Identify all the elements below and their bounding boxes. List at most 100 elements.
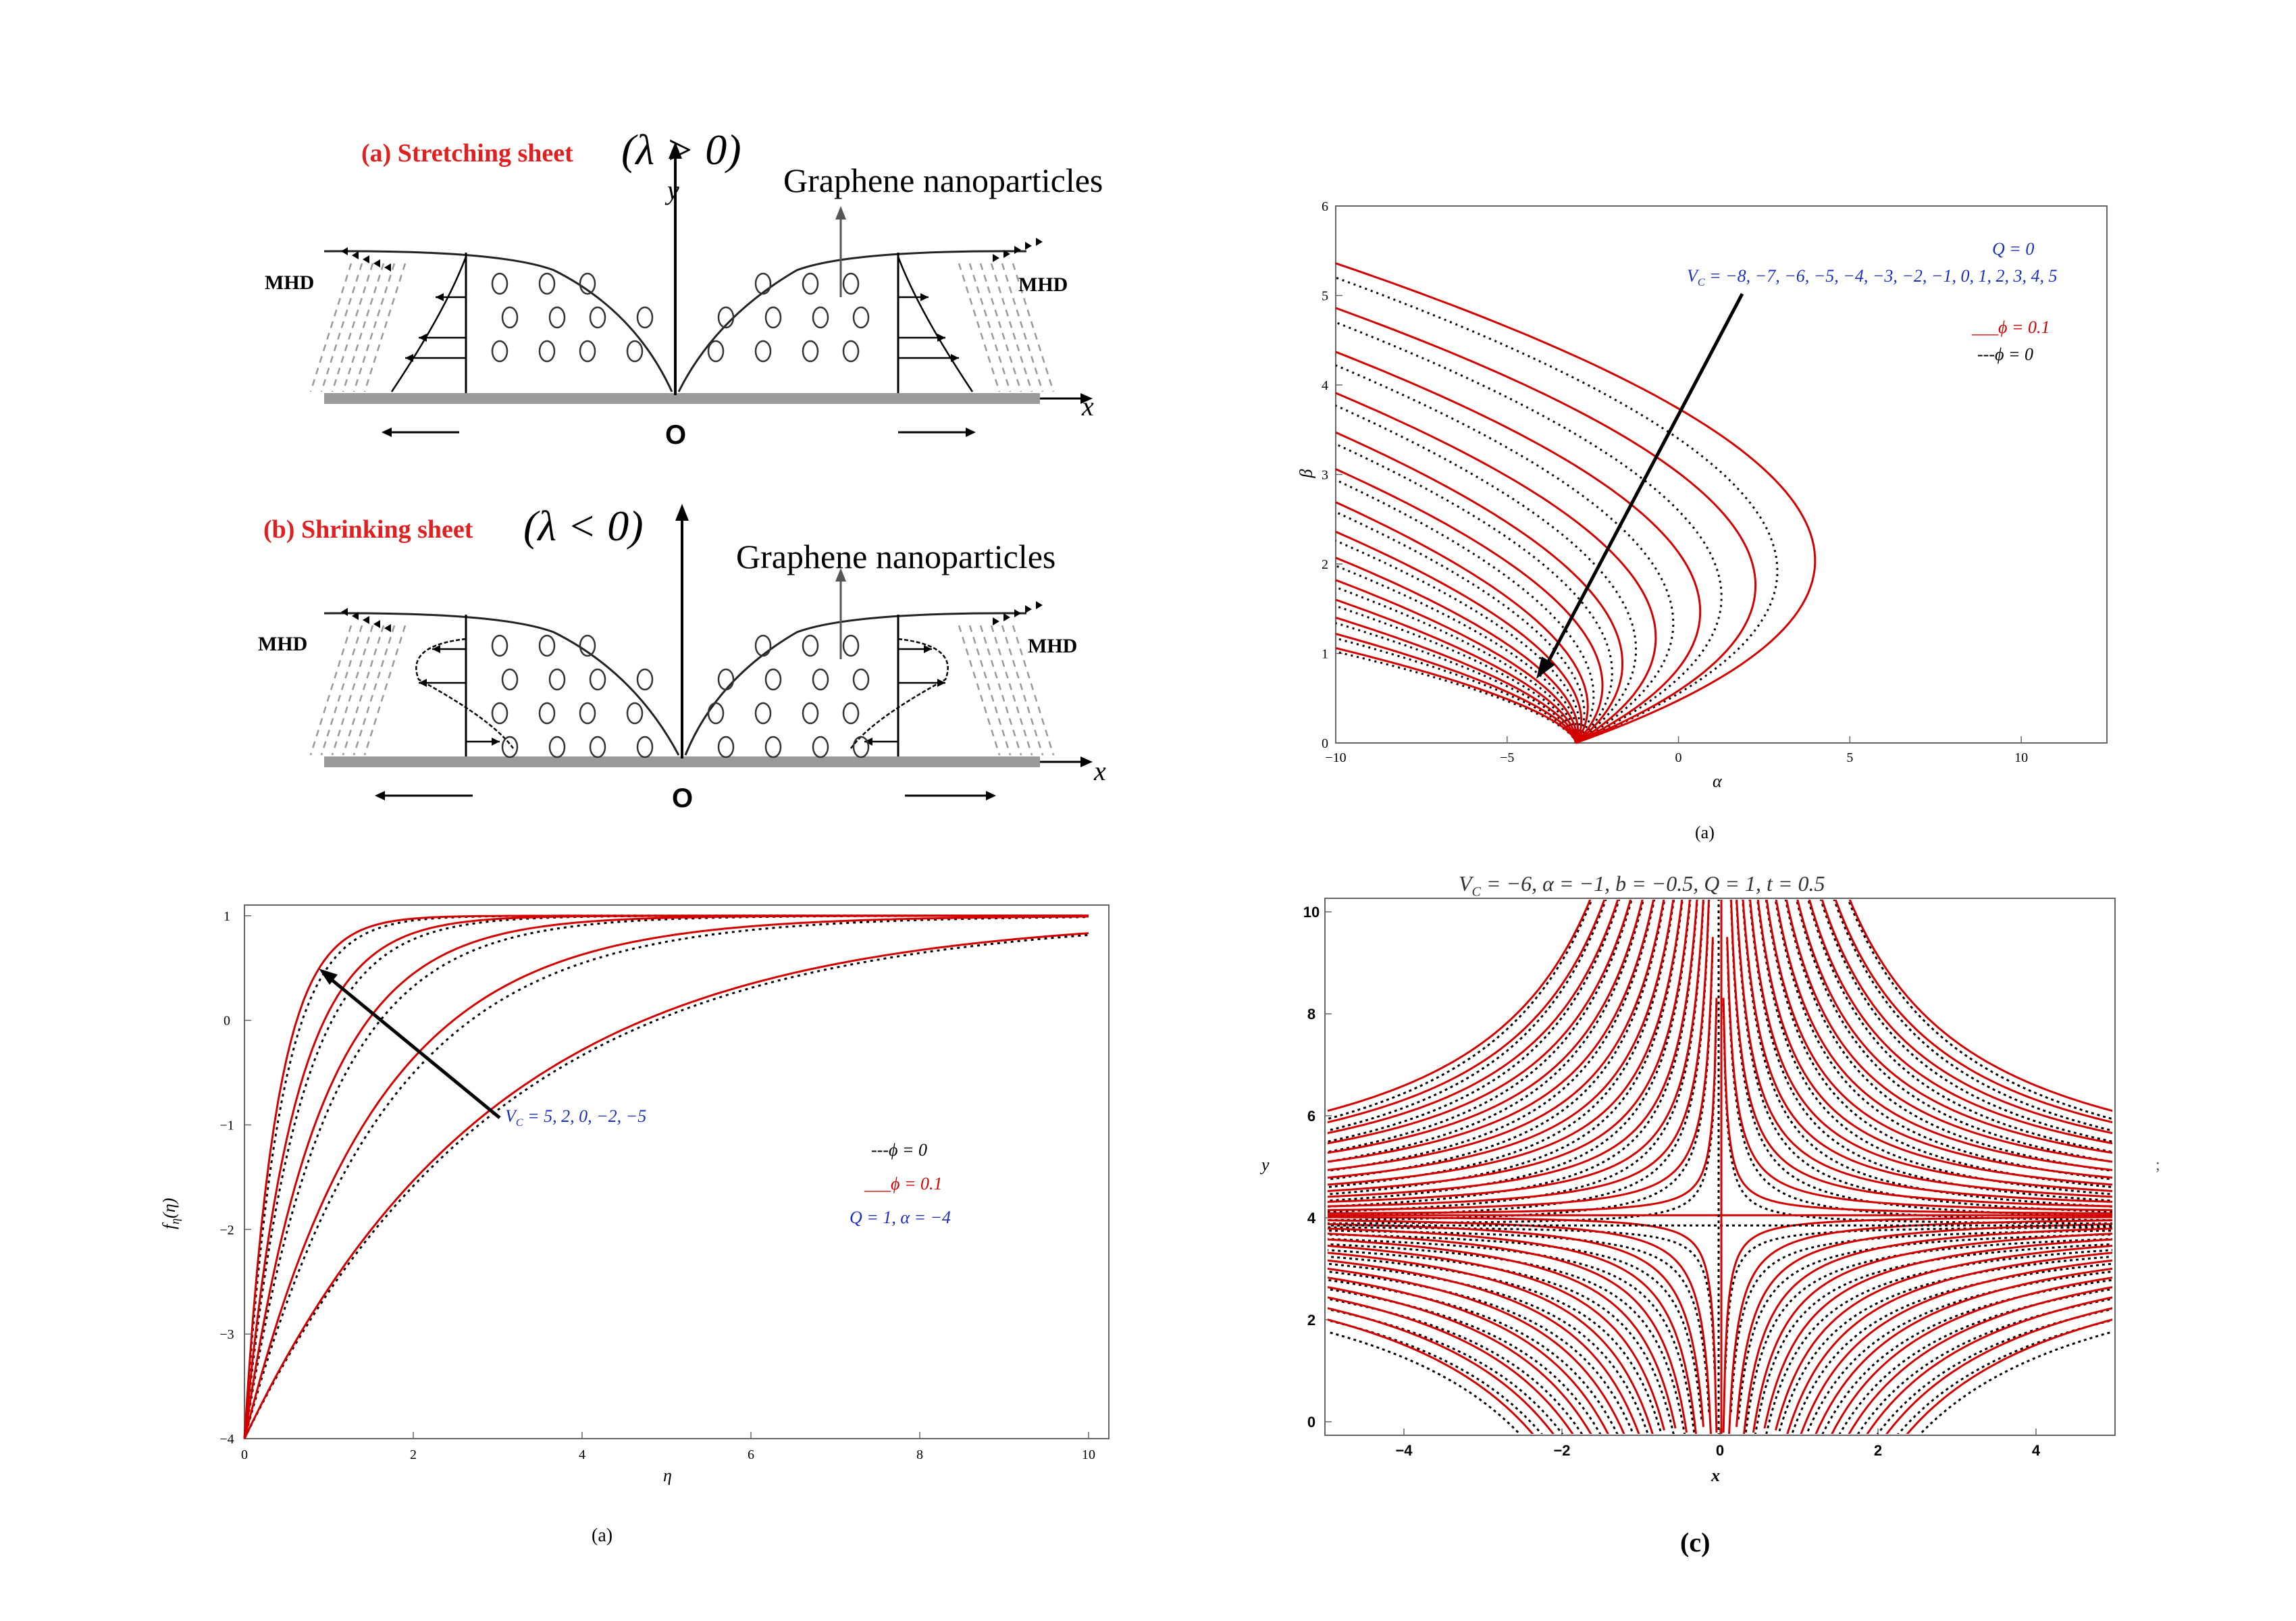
- streamline-phi0: [1744, 1237, 2112, 1433]
- streamline-phi0: [1328, 1331, 1521, 1434]
- series-phi01-curve: [1335, 647, 1577, 744]
- x-tick-label: 10: [2014, 750, 2028, 765]
- velocity-profile-right: [850, 638, 949, 749]
- streamline-phi01: [1866, 1296, 2112, 1434]
- profile-arrowhead-left: [432, 645, 440, 653]
- y-axis-label-a: y: [667, 175, 679, 205]
- nanoparticle-circle: [579, 340, 596, 363]
- streamline-phi0: [1737, 1233, 2112, 1420]
- alpha-beta-chart: −10 −5 0 5 10 0 1 2 3 4 5 6: [1322, 199, 2108, 765]
- y-tick-label: 0: [1322, 736, 1328, 751]
- boundary-layer-left: [323, 612, 680, 756]
- legend-red: ___ϕ = 0.1: [864, 1174, 943, 1193]
- series-phi0-curve: [1335, 364, 1675, 744]
- streamline-phi0: [1328, 942, 1714, 1222]
- nanoparticle-circle: [491, 272, 508, 295]
- streamline-phi0: [1765, 900, 2112, 1189]
- series-phi01-curve: [243, 915, 1089, 1439]
- streamline-phi0: [1328, 1226, 1716, 1370]
- series-phi01-curve: [1335, 501, 1589, 744]
- streamline-phi01: [1785, 900, 2112, 1163]
- nanoparticle-circle: [852, 668, 870, 691]
- y-tick-label: 5: [1322, 289, 1328, 304]
- nanoparticle-circle: [538, 702, 556, 725]
- nanoparticle-circle: [764, 736, 782, 758]
- streamline-phi01: [1328, 1252, 1654, 1434]
- series-phi01-curve: [1335, 617, 1577, 744]
- y-axis-label: β: [1296, 469, 1316, 478]
- y-tick-label: 3: [1322, 468, 1328, 483]
- mhd-arrowhead-right: [1036, 238, 1043, 246]
- alpha-beta-plot-panel: −10 −5 0 5 10 0 1 2 3 4 5 6 Q = 0 VC = −8, −7, −6, …: [1148, 0, 2296, 842]
- series-phi0-curve: [1335, 586, 1577, 744]
- y-tick-label: −2: [219, 1223, 234, 1237]
- y-axis-arrowhead: [669, 142, 682, 159]
- streamline-phi01: [1786, 1252, 2112, 1434]
- y-tick-label: 1: [1322, 647, 1328, 662]
- nanoparticle-circle: [852, 736, 870, 758]
- streamline-phi01: [1722, 998, 2112, 1214]
- streamline-panel: −4 −2 0 2 4 0 2 4 6 8 10 VC = −6, α = −1, b = −0.5…: [1148, 838, 2296, 1621]
- nanoparticle-circle: [626, 340, 644, 363]
- x-tick-label: 10: [1082, 1447, 1095, 1462]
- mhd-arrowhead-left: [363, 255, 369, 263]
- x-tick-label: 2: [410, 1447, 417, 1462]
- nanoparticle-circle: [579, 272, 596, 295]
- x-tick-label: 6: [748, 1447, 754, 1462]
- streamline-phi0: [1328, 900, 1621, 1143]
- mhd-field-line-left: [309, 263, 353, 392]
- streamline-phi01: [1328, 900, 1665, 1171]
- streamline-phi01: [1328, 900, 1644, 1154]
- q-label: Q = 0: [1992, 239, 2035, 259]
- streamline-phi01: [1808, 900, 2112, 1145]
- mhd-arrowhead-left: [341, 247, 348, 255]
- nanoparticle-circle: [491, 634, 508, 657]
- streamline-phi01: [1328, 1238, 1677, 1429]
- nanoparticle-circle: [707, 702, 725, 725]
- streamline-phi0: [1838, 1288, 2112, 1434]
- streamline-phi0: [1328, 1004, 1718, 1225]
- series-phi01-curve: [1335, 262, 1817, 744]
- nanoparticle-circle: [501, 668, 519, 691]
- mhd-field-line-left: [342, 263, 385, 392]
- nanoparticle-circle: [538, 340, 556, 363]
- x-axis-label: η: [663, 1466, 672, 1485]
- nanoparticle-circle: [589, 668, 606, 691]
- nanoparticle-circle: [538, 634, 556, 657]
- mhd-arrowhead-left: [373, 259, 380, 267]
- profile-arrowhead-left: [419, 334, 427, 342]
- nanoparticle-circle: [501, 736, 519, 758]
- x-tick-label: 2: [1874, 1442, 1882, 1459]
- x-tick-label: 8: [916, 1447, 923, 1462]
- streamline-phi01: [1821, 900, 2112, 1135]
- streamline-phi01: [1328, 900, 1606, 1124]
- streamline-phi01: [1815, 1267, 2112, 1434]
- mhd-field-line-right: [1001, 263, 1044, 392]
- mhd-arrowhead-right: [1025, 605, 1032, 613]
- profile-arrowhead-left: [405, 354, 413, 362]
- mhd-arrowhead-left: [384, 624, 391, 632]
- streamline-phi0: [1328, 900, 1607, 1132]
- streamline-phi0: [1756, 900, 2112, 1195]
- velocity-profile-left: [390, 256, 467, 392]
- vc-values-label: VC = 5, 2, 0, −2, −5: [505, 1106, 647, 1129]
- nanoparticle-circle: [717, 306, 735, 329]
- label-pointer-arrowhead: [835, 206, 846, 220]
- profile-arrowhead-right: [937, 334, 945, 342]
- boundary-layer-left: [323, 250, 673, 392]
- y-tick-label: 0: [1307, 1414, 1315, 1431]
- plot-title: VC = −6, α = −1, b = −0.5, Q = 1, t = 0.…: [1459, 871, 1825, 900]
- streamline-phi0: [1328, 900, 1711, 1218]
- mhd-arrowhead-right: [1036, 601, 1043, 609]
- nanoparticle-circle: [812, 306, 829, 329]
- vc-values-label: VC = −8, −7, −6, −5, −4, −3, −2, −1, 0, …: [1687, 266, 2058, 289]
- x-tick-label: −4: [1395, 1442, 1413, 1459]
- streamline-phi0: [1328, 1288, 1602, 1434]
- mhd-arrowhead-left: [384, 263, 391, 272]
- streamline-phi01: [1763, 1238, 2112, 1429]
- nanoparticle-circle: [842, 340, 860, 363]
- mhd-field-line-left: [342, 625, 385, 756]
- mhd-field-line-right: [1012, 263, 1055, 392]
- nanoparticle-circle: [812, 736, 829, 758]
- streamline-phi01: [1328, 900, 1632, 1145]
